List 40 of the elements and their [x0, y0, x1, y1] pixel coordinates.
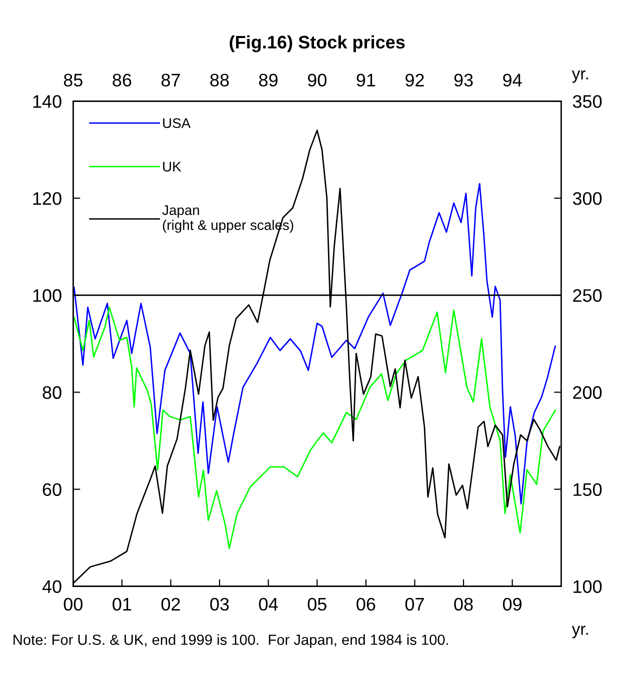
- x-tick-label: 05: [308, 598, 326, 611]
- y2-tick-label: 100: [574, 580, 602, 593]
- x2-tick-label: 91: [356, 74, 376, 86]
- y2-tick-label: 150: [574, 483, 602, 496]
- chart-title: (Fig.16) Stock prices: [230, 35, 405, 52]
- x-tick-label: 01: [112, 598, 132, 611]
- x2-tick-label: 89: [259, 74, 278, 86]
- text: Note: For U.S. & UK, end 1999 is 100. For Japan, end 1984 is 100.: [14, 634, 448, 648]
- y2-tick-label: 350: [572, 95, 602, 108]
- x2-tick-label: 86: [112, 74, 132, 86]
- x2-tick-label: 87: [161, 74, 180, 86]
- y2-tick-label: 250: [573, 289, 602, 302]
- x2-tick-label: 88: [210, 74, 229, 86]
- x-tick-label: 06: [356, 598, 376, 611]
- y-tick-label: 100: [33, 289, 62, 302]
- legend-label: UK: [163, 162, 182, 172]
- x-tick-label: 00: [64, 598, 82, 611]
- x-tick-label: 03: [210, 598, 229, 611]
- x2-tick-label: 93: [454, 74, 473, 86]
- x2-tick-label: 92: [406, 74, 424, 86]
- x2-tick-label: 90: [308, 74, 326, 86]
- x-axis-title: yr.: [572, 626, 588, 638]
- x2-tick-label: 85: [64, 74, 82, 86]
- x-tick-label: 04: [259, 598, 278, 611]
- line-series: [73, 182, 556, 505]
- y-tick-label: 80: [42, 386, 62, 399]
- line-series: [73, 306, 556, 550]
- x-tick-label: 09: [502, 598, 522, 611]
- x2-tick-label: 94: [503, 74, 522, 86]
- y2-tick-label: 200: [573, 386, 602, 399]
- x-tick-label: 02: [161, 598, 180, 611]
- x-tick-label: 08: [454, 598, 473, 611]
- y2-tick-label: 300: [572, 192, 602, 205]
- y-tick-label: 120: [33, 192, 62, 205]
- legend-label: USA: [163, 118, 191, 128]
- y-tick-label: 140: [33, 95, 62, 108]
- x2-axis-title: yr.: [572, 70, 588, 83]
- y-tick-label: 60: [42, 483, 62, 496]
- y-tick-label: 40: [42, 580, 62, 593]
- x-tick-label: 07: [405, 598, 424, 611]
